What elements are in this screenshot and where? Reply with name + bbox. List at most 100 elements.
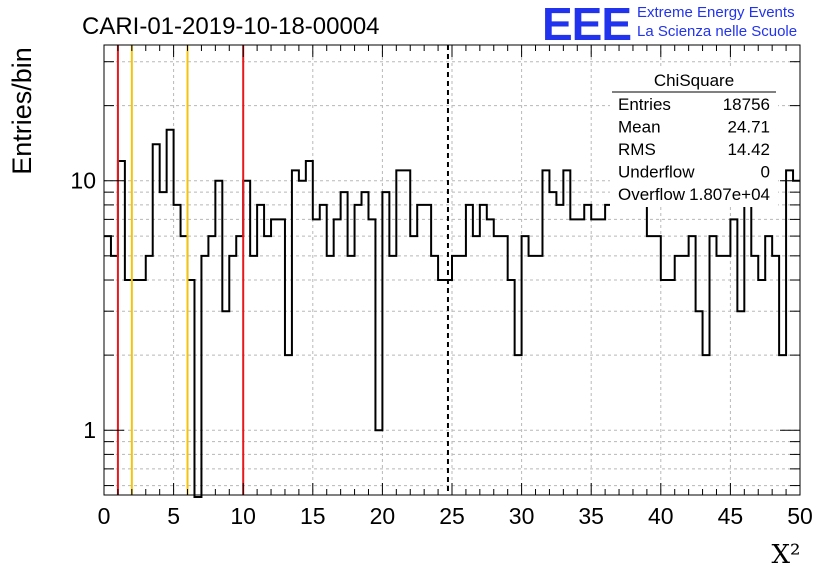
histogram-outline [104, 128, 800, 498]
histogram-bin [605, 205, 612, 495]
stats-row-label: RMS [618, 140, 656, 159]
histogram-bin [285, 355, 292, 495]
x-tick-label: 0 [98, 503, 111, 529]
histogram-bin [682, 256, 689, 495]
histogram-bin [716, 256, 723, 495]
histogram-bin [368, 219, 375, 495]
histogram-bin [341, 192, 348, 495]
x-tick-label: 45 [718, 503, 744, 529]
histogram-bin [438, 280, 445, 495]
histogram-bin [264, 236, 271, 495]
histogram-bin [529, 256, 536, 495]
y-axis-label: Entries/bin [7, 47, 37, 175]
histogram-bin [355, 205, 362, 495]
histogram-bin [522, 236, 529, 495]
histogram-bin [410, 236, 417, 495]
stats-row-label: Entries [618, 95, 671, 114]
histogram-bin [278, 219, 285, 495]
histogram-bin [160, 192, 167, 495]
histogram-bin [181, 236, 188, 495]
histogram-bin [104, 236, 111, 495]
x-tick-labels: 0 5 10 15 20 25 30 35 40 45 50 [98, 503, 813, 529]
histogram-bin [751, 256, 758, 495]
histogram-bin [793, 181, 800, 495]
histogram-bin [723, 256, 730, 495]
histogram-bin [570, 219, 577, 495]
stats-box-background [610, 67, 778, 207]
histogram-bin [348, 256, 355, 495]
x-tick-label: 5 [167, 503, 180, 529]
histogram-bin [779, 355, 786, 495]
histogram-bin [668, 280, 675, 495]
axis-ticks [103, 45, 801, 495]
histogram-bin [473, 236, 480, 495]
histogram-bars [104, 128, 800, 498]
x-tick-label: 30 [509, 503, 535, 529]
histogram-bin [201, 256, 208, 495]
histogram-bin [501, 236, 508, 495]
histogram-bin [257, 205, 264, 495]
histogram-bin [243, 181, 250, 495]
stats-row-value: 18756 [723, 95, 770, 114]
histogram-bin [487, 219, 494, 495]
stats-row-value: 0 [761, 163, 770, 182]
histogram-bin [556, 205, 563, 495]
histogram-bin [626, 181, 633, 495]
histogram-bin [250, 256, 257, 495]
histogram-bin [508, 280, 515, 495]
histogram-bin [153, 144, 160, 495]
histogram-bin [146, 256, 153, 495]
histogram-bin [661, 280, 668, 495]
histogram-bin [313, 219, 320, 495]
y-tick-label: 1 [83, 417, 96, 443]
x-tick-label: 40 [648, 503, 674, 529]
x-tick-label: 35 [578, 503, 604, 529]
histogram-bin [480, 205, 487, 495]
histogram-bin [327, 256, 334, 495]
histogram-bin [299, 181, 306, 495]
histogram-bin [584, 205, 591, 495]
histogram-bin [689, 236, 696, 495]
histogram-bin [598, 219, 605, 495]
histogram-bin [208, 236, 215, 495]
histogram-bin [466, 205, 473, 495]
histogram-bin [591, 219, 598, 495]
histogram-bin [111, 256, 118, 495]
histogram-bin [549, 192, 556, 495]
x-axis-label: X² [772, 540, 801, 570]
histogram-bin [424, 205, 431, 495]
histogram-bin [710, 236, 717, 495]
stats-rows: Entries 18756 Mean 24.71 RMS 14.42 Underflow 0 O… [618, 95, 770, 204]
histogram-bin [334, 219, 341, 495]
histogram-bin [772, 256, 779, 495]
x-tick-label: 25 [439, 503, 465, 529]
histogram-bin [118, 161, 125, 495]
histogram-bin [633, 205, 640, 495]
x-tick-label: 20 [370, 503, 396, 529]
y-tick-label: 10 [70, 168, 96, 194]
stats-box: ChiSquare Entries 18756 Mean 24.71 RMS 14.42 U… [610, 67, 778, 207]
stats-row-value: 14.42 [727, 140, 770, 159]
histogram-bin [320, 205, 327, 495]
histogram-bin [675, 256, 682, 495]
histogram-bin [396, 170, 403, 495]
x-tick-label: 15 [300, 503, 326, 529]
histogram-bin [132, 280, 139, 495]
histogram-bin [236, 236, 243, 495]
x-tick-label: 10 [230, 503, 256, 529]
stats-title: ChiSquare [654, 71, 734, 90]
histogram-bin [459, 256, 466, 495]
histogram-bin [452, 256, 459, 495]
histogram-bin [139, 280, 146, 495]
histogram-bin [229, 256, 236, 495]
histogram-bin [215, 181, 222, 495]
histogram-bin [730, 219, 737, 495]
stats-row-label: Overflow [618, 185, 686, 204]
y-tick-labels: 1 10 [70, 168, 96, 443]
histogram-bin [167, 130, 174, 495]
histogram-bin [382, 192, 389, 495]
histogram-bin [758, 280, 765, 495]
histogram-bin [696, 311, 703, 495]
histogram-bin [542, 170, 549, 495]
